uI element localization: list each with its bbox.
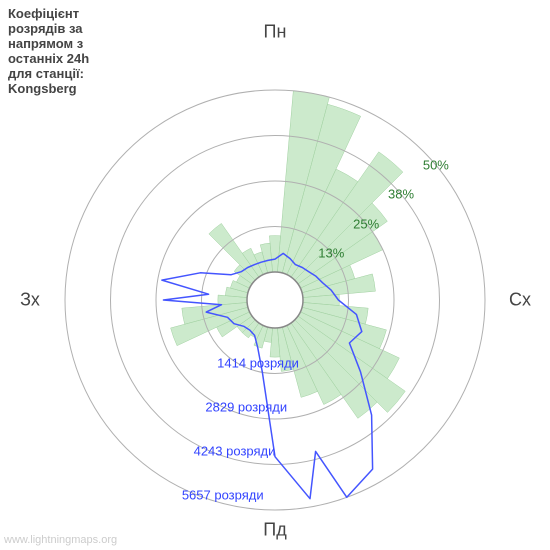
chart-title: Коефіцієнт розрядів за напрямом з останн… — [8, 6, 89, 96]
ring-label-25: 25% — [353, 216, 379, 231]
count-label-1414: 1414 розряди — [217, 356, 299, 371]
cardinal-w: Зх — [20, 290, 40, 311]
ring-label-13: 13% — [318, 245, 344, 260]
count-label-2829: 2829 розряди — [205, 400, 287, 415]
credit-text: www.lightningmaps.org — [4, 534, 117, 546]
ring-label-50: 50% — [423, 158, 449, 173]
ring-label-38: 38% — [388, 187, 414, 202]
cardinal-e: Сх — [509, 290, 531, 311]
count-label-5657: 5657 розряди — [182, 488, 264, 503]
count-label-4243: 4243 розряди — [194, 444, 276, 459]
cardinal-s: Пд — [263, 520, 286, 541]
cardinal-n: Пн — [264, 22, 287, 43]
